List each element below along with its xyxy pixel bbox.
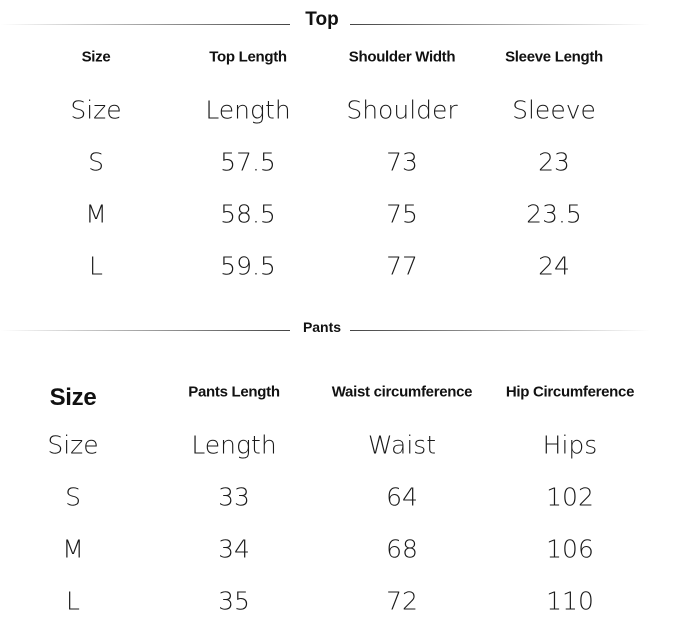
column-header: Waist circumference (331, 383, 473, 401)
column-subheader: Hips (542, 430, 598, 460)
column-subheader: Waist (367, 430, 437, 460)
table-cell: 110 (546, 586, 594, 616)
table-cell: 23.5 (526, 199, 582, 229)
table-cell: 34 (218, 534, 250, 564)
table-cell: M (62, 534, 84, 564)
column-subheader: Size (47, 430, 99, 460)
column-header: Sleeve Length (505, 48, 603, 66)
table-cell: 72 (386, 586, 418, 616)
table-cell: 102 (546, 482, 594, 512)
divider (350, 330, 650, 331)
table-cell: L (66, 586, 80, 616)
table-cell: 24 (538, 251, 570, 281)
column-header: Pants Length (188, 383, 280, 401)
column-subheader: Length (191, 430, 277, 460)
table-cell: 106 (546, 534, 594, 564)
column-subheader: Sleeve (512, 95, 596, 125)
pants-section-title: Pants (302, 319, 342, 335)
table-cell: S (65, 482, 81, 512)
table-cell: 75 (386, 199, 418, 229)
table-cell: 68 (386, 534, 418, 564)
table-cell: L (89, 251, 103, 281)
top-section-title: Top (305, 9, 339, 30)
column-header: Hip Circumference (505, 383, 635, 401)
column-header: Shoulder Width (348, 48, 456, 66)
table-cell: 73 (386, 147, 418, 177)
column-header: Size (49, 384, 97, 411)
table-cell: 23 (538, 147, 570, 177)
divider (350, 24, 650, 25)
divider (0, 330, 290, 331)
divider (0, 24, 290, 25)
column-header: Size (81, 48, 111, 66)
table-cell: 35 (218, 586, 250, 616)
table-cell: 58.5 (220, 199, 276, 229)
column-subheader: Shoulder (346, 95, 458, 125)
column-header: Top Length (209, 48, 287, 66)
table-cell: S (88, 147, 104, 177)
table-cell: M (85, 199, 107, 229)
table-cell: 77 (386, 251, 418, 281)
column-subheader: Size (70, 95, 122, 125)
table-cell: 57.5 (220, 147, 276, 177)
table-cell: 59.5 (220, 251, 276, 281)
column-subheader: Length (205, 95, 291, 125)
table-cell: 33 (218, 482, 250, 512)
table-cell: 64 (386, 482, 418, 512)
